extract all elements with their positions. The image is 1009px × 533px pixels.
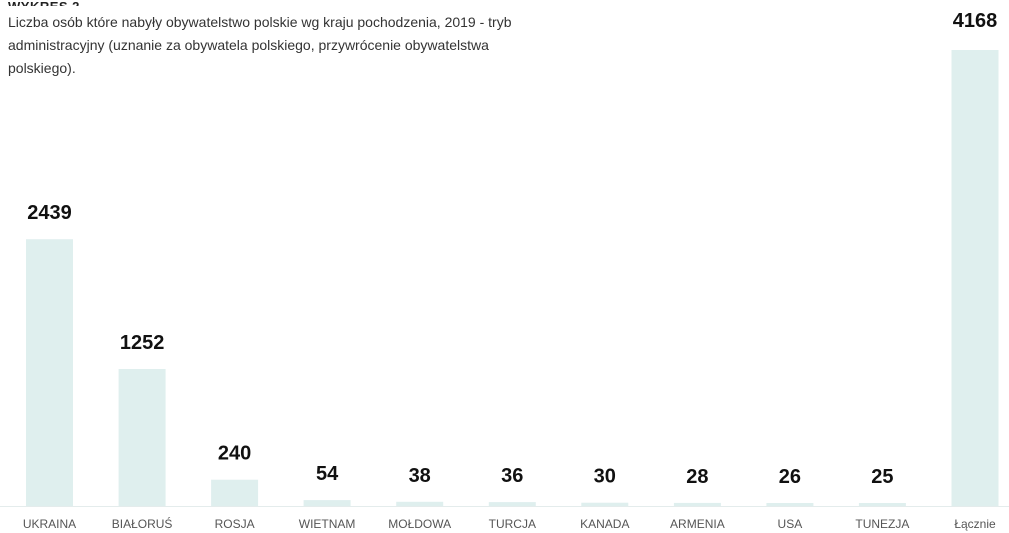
value-label-usa: 26 (779, 466, 801, 488)
bar-usa (766, 503, 814, 506)
bar-lacznie (951, 50, 999, 506)
value-label-ukraina: 2439 (27, 202, 72, 224)
bar-moldowa (396, 501, 444, 506)
category-label-moldowa: MOŁDOWA (388, 517, 451, 531)
bar-ukraina (26, 239, 73, 506)
value-label-kanada: 30 (594, 466, 616, 488)
bar-wietnam (303, 500, 351, 506)
category-label-tunezja: TUNEZJA (855, 517, 909, 531)
chart-label: WYKRES 2 (8, 0, 528, 6)
value-label-rosja: 240 (218, 443, 251, 465)
category-label-armenia: ARMENIA (670, 517, 725, 531)
category-label-rosja: ROSJA (215, 517, 255, 531)
value-label-wietnam: 54 (316, 463, 339, 485)
category-labels-group: UKRAINA BIAŁORUŚ ROSJA WIETNAM MOŁDOWA TURCJA… (23, 516, 996, 531)
category-label-lacznie: Łącznie (954, 517, 996, 531)
bar-tunezja (858, 503, 906, 506)
value-label-moldowa: 38 (409, 465, 431, 487)
category-label-bialorus: BIAŁORUŚ (112, 516, 173, 531)
category-label-wietnam: WIETNAM (299, 517, 356, 531)
chart-caption: WYKRES 2 Liczba osób które nabyły obywat… (8, 0, 528, 80)
category-label-ukraina: UKRAINA (23, 517, 76, 531)
category-label-kanada: KANADA (580, 517, 629, 531)
value-label-tunezja: 25 (871, 466, 893, 488)
value-label-turcja: 36 (501, 465, 523, 487)
value-labels-group: 2439 1252 240 54 38 36 30 28 26 25 4168 (27, 10, 997, 488)
bar-bialorus (118, 369, 166, 506)
bar-turcja (488, 502, 536, 506)
value-label-bialorus: 1252 (120, 332, 165, 354)
category-label-turcja: TURCJA (489, 517, 536, 531)
bars-group (26, 50, 999, 506)
category-label-usa: USA (778, 517, 803, 531)
bar-rosja (211, 479, 259, 506)
value-label-armenia: 28 (686, 466, 708, 488)
bar-kanada (581, 502, 629, 506)
chart-description: Liczba osób które nabyły obywatelstwo po… (8, 14, 512, 76)
bar-armenia (673, 502, 721, 506)
value-label-lacznie: 4168 (953, 10, 998, 32)
